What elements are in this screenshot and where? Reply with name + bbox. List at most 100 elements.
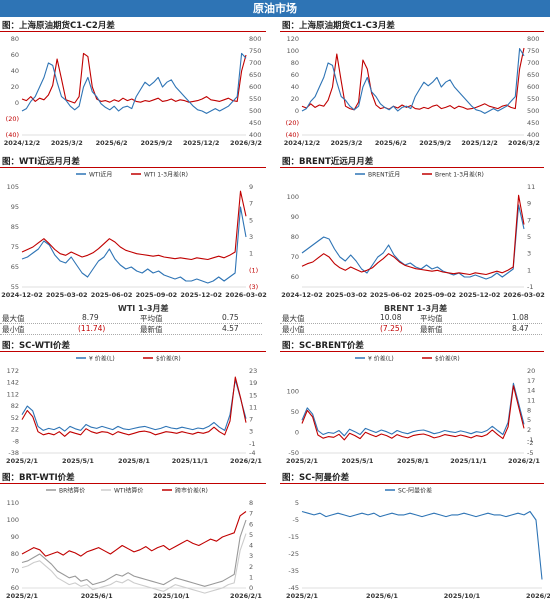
avg-value: 0.75	[222, 313, 239, 322]
y-tick-left: 80	[291, 59, 299, 67]
chart-svg: WTI近月 WTI 1-3月差(R)105958575655597531(1)(3…	[1, 171, 267, 300]
y-tick-left: 90	[291, 213, 299, 221]
series-line	[21, 376, 247, 437]
y-tick-right: 5	[249, 531, 253, 539]
series-line	[21, 52, 247, 104]
y-tick-right: 8	[249, 499, 253, 507]
y-tick-left: 85	[11, 223, 19, 231]
stats-row-max: 最大值 8.79 平均值 0.75	[0, 313, 262, 324]
y-tick-right: 15	[249, 391, 257, 399]
y-tick-left: -15	[288, 533, 299, 541]
series-line	[21, 519, 247, 587]
y-tick-left: 82	[11, 402, 19, 410]
min-value: (7.25)	[380, 324, 403, 333]
y-tick-left: 100	[287, 47, 299, 55]
x-tick: 2026/2/1	[526, 592, 550, 600]
x-tick: 2025-09-02	[414, 291, 456, 299]
series-line	[301, 382, 525, 437]
y-tick-right: 14	[527, 387, 535, 395]
panel-sc-oman: 图：SC-阿曼价差 SC-阿曼价差 5 -5 -15 -25 -35 -45 2025/2/1 2…	[280, 471, 550, 604]
y-tick-right: 650	[527, 71, 539, 79]
x-tick: 2025/9/2	[419, 139, 451, 147]
y-tick-right: 650	[249, 71, 261, 79]
legend-item: BR结算价	[46, 487, 85, 495]
y-tick-right: 2	[527, 426, 531, 434]
avg-label: 平均值	[140, 314, 163, 323]
last-value: 8.47	[512, 324, 529, 333]
y-tick-left: -35	[288, 567, 299, 575]
y-tick-right: 800	[249, 35, 261, 43]
y-tick-right: -1	[527, 436, 533, 444]
y-tick-right: 19	[249, 379, 257, 387]
min-label: 最小值	[2, 325, 25, 334]
y-tick-left: 80	[11, 550, 19, 558]
y-tick-left: 105	[7, 183, 19, 191]
y-tick-right: (3)	[249, 283, 258, 291]
x-tick: 2025/3/2	[330, 139, 362, 147]
panel-sc-brent: 图：SC-BRENT价差 ¥ 价差(L) $价差(R) 100 50 0 -50 20 17 14…	[280, 339, 550, 469]
stats-head: BRENT 1-3月差	[384, 304, 448, 313]
y-tick-right: 5	[527, 233, 531, 241]
x-tick: 2025/8/1	[118, 457, 150, 465]
min-label: 最小值	[282, 325, 305, 334]
y-tick-right: 7	[249, 200, 253, 208]
y-tick-right: 550	[527, 95, 539, 103]
x-tick: 2024/12/2	[4, 139, 40, 147]
y-tick-left: 90	[11, 533, 19, 541]
legend-item: 跨市价差(R)	[162, 487, 208, 495]
legend-item: ¥ 价差(L)	[355, 355, 394, 363]
y-tick-left: (40)	[286, 131, 299, 139]
x-tick: 2025/6/1	[366, 592, 398, 600]
x-tick: 2025/2/1	[286, 592, 318, 600]
x-tick: 2025-12-02	[180, 291, 222, 299]
title-underline	[0, 351, 266, 352]
chart-svg: 120 100 80 60 40 20 0 (20) (40) 800 750 700 650 600 55…	[284, 35, 540, 147]
title-underline	[280, 167, 544, 168]
panel-brent-spread: 图：BRENT近远月月差 BRENT近月 Brent 1-3月差(R) 100 90 80…	[280, 155, 550, 303]
series-line	[21, 190, 247, 261]
x-tick: 2025-12-02	[459, 291, 501, 299]
series-line	[21, 206, 247, 284]
legend-label: $价差(R)	[156, 355, 181, 363]
legend-item: SC-阿曼价差	[385, 487, 432, 495]
y-tick-left: 60	[291, 273, 299, 281]
series-line	[21, 52, 247, 114]
x-tick: 2025/8/1	[397, 457, 429, 465]
legend-label: 跨市价差(R)	[175, 487, 208, 495]
y-tick-right: 450	[249, 119, 261, 127]
x-tick: 2025/2/1	[286, 457, 318, 465]
x-tick: 2026/2/1	[230, 457, 262, 465]
y-tick-left: -5	[293, 516, 299, 524]
last-value: 4.57	[222, 324, 239, 333]
avg-value: 1.08	[512, 313, 529, 322]
y-tick-right: 9	[249, 183, 253, 191]
y-tick-right: 400	[527, 131, 539, 139]
series-line	[301, 204, 525, 280]
x-tick: 2026/2/1	[230, 592, 262, 600]
y-tick-left: 65	[11, 263, 19, 271]
x-tick: 2025/5/1	[62, 457, 94, 465]
x-tick: 2025-03-02	[326, 291, 368, 299]
y-tick-left: 50	[291, 408, 299, 416]
x-tick: 2025-03-02	[46, 291, 88, 299]
y-tick-left: 142	[7, 379, 19, 387]
panel-sc-c1c2: 图：上海原油期货C1-C2月差 80 60 40 20 0 (20) (40) 800 750 70…	[0, 19, 272, 151]
y-tick-right: 750	[527, 47, 539, 55]
max-label: 最大值	[282, 314, 305, 323]
banner-title: 原油市场	[0, 0, 550, 17]
stats-row-min: 最小值 (7.25) 最新值 8.47	[280, 324, 542, 335]
y-tick-left: 75	[11, 243, 19, 251]
chart-title: 图：上海原油期货C1-C2月差	[2, 21, 115, 31]
legend-label: ¥ 价差(L)	[368, 355, 394, 363]
y-tick-left: (20)	[286, 119, 299, 127]
stats-wti: WTI 1-3月差 最大值 8.79 平均值 0.75 最小值 (11.74) …	[0, 303, 272, 337]
y-tick-left: 40	[11, 67, 19, 75]
y-tick-left: 100	[7, 516, 19, 524]
x-tick: 2025/2/1	[6, 592, 38, 600]
y-tick-right: 11	[527, 397, 535, 405]
y-tick-right: 5	[527, 416, 531, 424]
y-tick-left: -38	[8, 449, 19, 457]
x-tick: 2025/2/1	[6, 457, 38, 465]
y-tick-right: -2	[527, 439, 533, 447]
